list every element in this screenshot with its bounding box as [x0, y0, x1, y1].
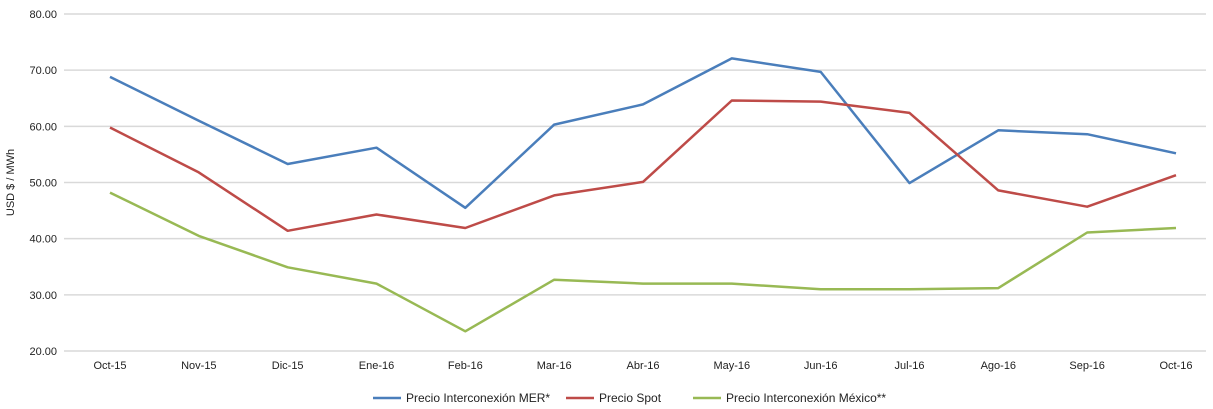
x-tick-label: Jul-16: [895, 360, 925, 372]
y-axis-tick-labels: 20.00 30.00 40.00 50.00 60.00 70.00 80.00: [29, 9, 57, 358]
series-lines: [109, 57, 1177, 333]
legend-label: Precio Spot: [599, 391, 662, 405]
legend: Precio Interconexión MER* Precio Spot Prec…: [373, 391, 886, 405]
y-tick-label: 20.00: [29, 346, 57, 358]
series-line-1: [109, 57, 1177, 210]
x-tick-label: Dic-15: [272, 360, 304, 372]
y-axis-title: USD $ / MWh: [5, 149, 17, 216]
x-tick-label: Nov-15: [181, 360, 216, 372]
x-tick-label: Ene-16: [359, 360, 394, 372]
x-tick-label: Abr-16: [626, 360, 659, 372]
series-line-2: [109, 99, 1177, 233]
x-tick-label: Jun-16: [804, 360, 838, 372]
x-tick-label: May-16: [713, 360, 750, 372]
x-tick-label: Oct-16: [1159, 360, 1192, 372]
y-tick-label: 80.00: [29, 9, 57, 21]
y-tick-label: 60.00: [29, 121, 57, 133]
y-tick-label: 50.00: [29, 178, 57, 190]
legend-label: Precio Interconexión México**: [726, 391, 886, 405]
x-tick-label: Ago-16: [981, 360, 1016, 372]
x-axis-tick-labels: Oct-15 Nov-15 Dic-15 Ene-16 Feb-16 Mar-16 Abr-…: [93, 360, 1192, 372]
x-tick-label: Sep-16: [1069, 360, 1104, 372]
y-tick-label: 30.00: [29, 290, 57, 302]
x-tick-label: Feb-16: [448, 360, 483, 372]
y-tick-label: 40.00: [29, 234, 57, 246]
x-tick-label: Mar-16: [537, 360, 572, 372]
series-line-3: [109, 191, 1177, 333]
y-tick-label: 70.00: [29, 65, 57, 77]
x-tick-label: Oct-15: [93, 360, 126, 372]
gridlines: [64, 13, 1206, 352]
legend-label: Precio Interconexión MER*: [406, 391, 550, 405]
